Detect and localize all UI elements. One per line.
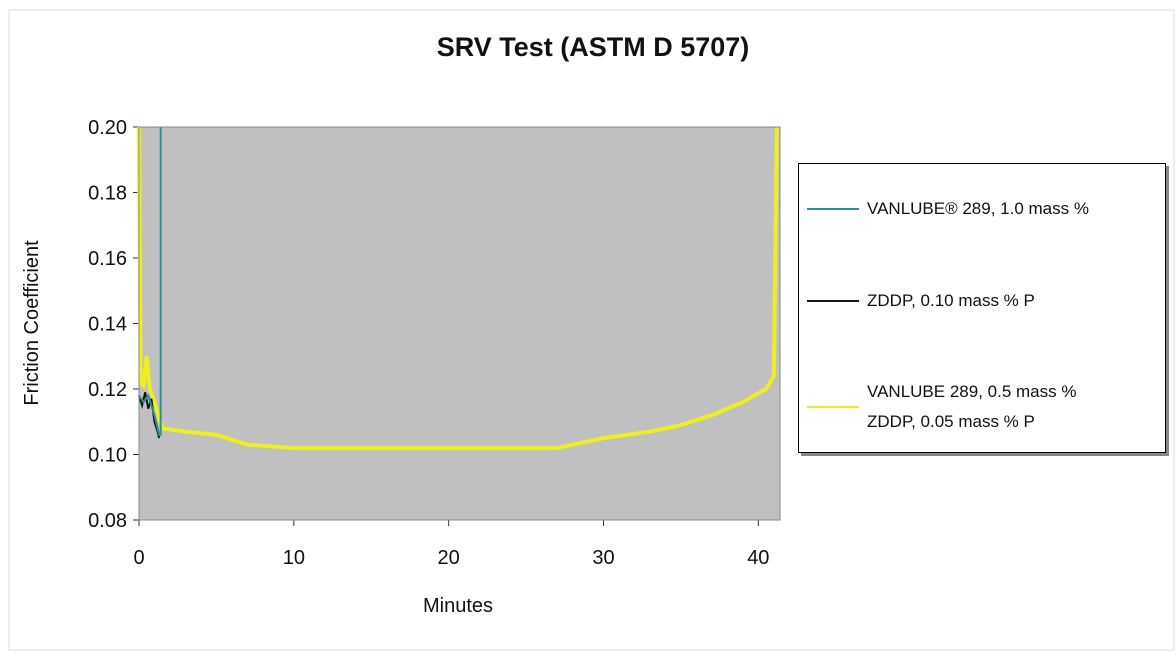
- legend-swatch: [807, 208, 859, 210]
- frame: [8, 9, 1175, 651]
- x-axis-label: Minutes: [423, 595, 493, 617]
- plot-area: [138, 126, 781, 521]
- x-tick-label: 30: [592, 547, 614, 569]
- x-tick-label: 10: [283, 547, 305, 569]
- chart-title: SRV Test (ASTM D 5707): [437, 32, 750, 62]
- legend-swatch: [807, 406, 859, 408]
- y-tick-label: 0.16: [88, 248, 127, 270]
- y-tick-label: 0.10: [88, 445, 127, 467]
- x-tick-label: 20: [438, 547, 460, 569]
- legend-item: VANLUBE 289, 0.5 mass % ZDDP, 0.05 mass …: [807, 377, 1076, 437]
- legend: VANLUBE® 289, 1.0 mass % ZDDP, 0.10 mass …: [798, 163, 1166, 453]
- legend-label: ZDDP, 0.10 mass % P: [867, 291, 1035, 310]
- y-axis-label: Friction Coefficient: [21, 240, 43, 406]
- y-tick-label: 0.20: [88, 117, 127, 139]
- series-line: [138, 127, 162, 436]
- y-tick-label: 0.14: [88, 314, 127, 336]
- y-tick-label: 0.12: [88, 379, 127, 401]
- plot-border: [138, 126, 781, 521]
- legend-swatch: [807, 300, 859, 302]
- series-line: [137, 126, 779, 450]
- y-tick-label: 0.08: [88, 510, 127, 532]
- x-tick-label: 0: [133, 547, 144, 569]
- legend-item: VANLUBE® 289, 1.0 mass %: [807, 194, 1089, 224]
- legend-label: VANLUBE 289, 0.5 mass % ZDDP, 0.05 mass …: [867, 382, 1077, 431]
- x-tick-label: 40: [747, 547, 769, 569]
- legend-label: VANLUBE® 289, 1.0 mass %: [867, 199, 1089, 218]
- legend-item: ZDDP, 0.10 mass % P: [807, 286, 1035, 316]
- y-tick-label: 0.18: [88, 183, 127, 205]
